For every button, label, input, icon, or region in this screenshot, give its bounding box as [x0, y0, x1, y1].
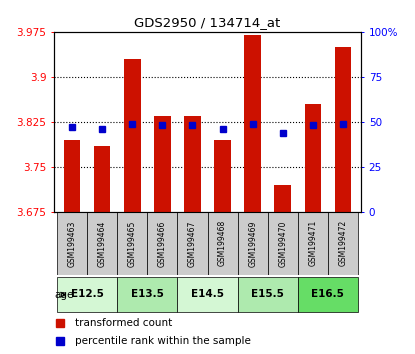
Text: GSM199470: GSM199470: [278, 220, 287, 267]
Text: age: age: [54, 290, 74, 299]
Text: E14.5: E14.5: [191, 289, 224, 299]
Bar: [305, 104, 321, 212]
Text: GSM199465: GSM199465: [128, 220, 137, 267]
Bar: [117, 212, 147, 275]
Text: GSM199468: GSM199468: [218, 220, 227, 267]
Text: GSM199467: GSM199467: [188, 220, 197, 267]
Bar: [208, 212, 238, 275]
Bar: [94, 146, 110, 212]
Bar: [268, 212, 298, 275]
Bar: [298, 212, 328, 275]
Bar: [274, 185, 291, 212]
Bar: [335, 47, 351, 212]
Text: GSM199471: GSM199471: [308, 220, 317, 267]
Text: E15.5: E15.5: [251, 289, 284, 299]
Text: GSM199466: GSM199466: [158, 220, 167, 267]
Bar: [214, 140, 231, 212]
Bar: [328, 212, 358, 275]
Text: GSM199472: GSM199472: [339, 220, 347, 267]
Text: transformed count: transformed count: [76, 319, 173, 329]
Text: percentile rank within the sample: percentile rank within the sample: [76, 336, 251, 347]
Bar: [244, 35, 261, 212]
Text: E16.5: E16.5: [312, 289, 344, 299]
Text: GSM199469: GSM199469: [248, 220, 257, 267]
Bar: [87, 212, 117, 275]
Bar: [184, 116, 201, 212]
Text: GSM199464: GSM199464: [98, 220, 107, 267]
Bar: [57, 277, 117, 313]
Bar: [117, 277, 177, 313]
Bar: [238, 277, 298, 313]
Bar: [238, 212, 268, 275]
Bar: [154, 116, 171, 212]
Text: E12.5: E12.5: [71, 289, 103, 299]
Bar: [298, 277, 358, 313]
Bar: [124, 59, 141, 212]
Bar: [177, 277, 238, 313]
Bar: [64, 140, 80, 212]
Bar: [177, 212, 208, 275]
Bar: [57, 212, 87, 275]
Text: GSM199463: GSM199463: [68, 220, 76, 267]
Text: GDS2950 / 134714_at: GDS2950 / 134714_at: [134, 17, 281, 29]
Text: E13.5: E13.5: [131, 289, 164, 299]
Bar: [147, 212, 177, 275]
